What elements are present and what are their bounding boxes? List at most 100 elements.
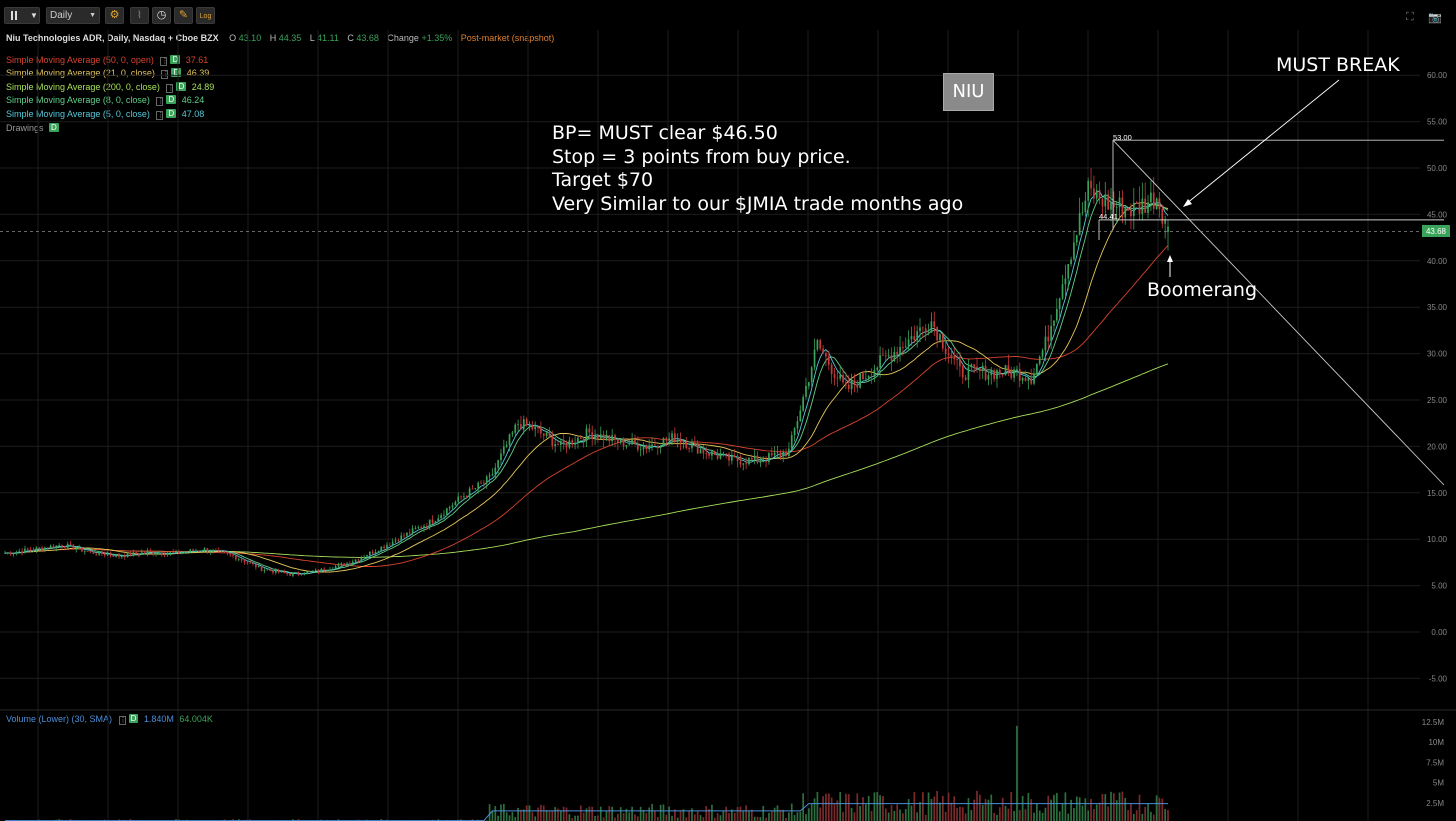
candle-body bbox=[229, 553, 232, 555]
volume-bar bbox=[1030, 799, 1033, 821]
volume-bar bbox=[1104, 794, 1107, 821]
candle-body bbox=[351, 561, 354, 564]
drawings-badge[interactable]: D bbox=[49, 122, 59, 132]
visibility-badge[interactable]: D bbox=[128, 714, 139, 723]
volume-bar bbox=[913, 792, 916, 821]
log-scale-button[interactable]: Log bbox=[196, 7, 215, 24]
candle-body bbox=[956, 359, 958, 360]
volume-bar bbox=[856, 793, 859, 821]
volume-bar bbox=[830, 797, 833, 821]
volume-legend[interactable]: Volume (Lower) (30, SMA) ⋮ D 1.840M 64.00… bbox=[6, 714, 213, 725]
volume-bar bbox=[622, 813, 625, 821]
volume-bar bbox=[813, 798, 816, 821]
menu-icon[interactable]: ⋮ bbox=[161, 70, 170, 80]
candle-body bbox=[423, 525, 425, 529]
volume-bar bbox=[1150, 811, 1152, 821]
change-label: Change bbox=[387, 33, 419, 43]
volume-bar bbox=[1084, 798, 1087, 821]
ticker-box: NIU bbox=[943, 73, 994, 111]
candle-body bbox=[369, 551, 371, 556]
volume-bar bbox=[625, 808, 628, 821]
volume-bar bbox=[890, 805, 893, 821]
candle-body bbox=[140, 552, 143, 555]
settings-button[interactable]: ⚙ bbox=[105, 7, 124, 24]
volume-bar bbox=[882, 796, 884, 821]
visibility-badge[interactable]: D bbox=[171, 68, 182, 78]
candle-body bbox=[845, 382, 847, 385]
candle-body bbox=[55, 545, 58, 548]
candle-body bbox=[235, 555, 237, 560]
indicator-row[interactable]: Simple Moving Average (5, 0, close) ⋮ D 4… bbox=[6, 108, 554, 122]
volume-bar bbox=[973, 799, 976, 821]
candle-body bbox=[1047, 336, 1050, 342]
indicator-row[interactable]: Simple Moving Average (21, 0, close) ⋮ D … bbox=[6, 67, 554, 81]
candle-body bbox=[135, 552, 137, 554]
menu-icon[interactable]: ⋮ bbox=[118, 716, 127, 725]
visibility-badge[interactable]: D bbox=[170, 54, 181, 64]
candle-body bbox=[286, 573, 289, 575]
candle-body bbox=[269, 569, 271, 571]
chart-type-button[interactable]: ▼ bbox=[4, 7, 40, 24]
visibility-badge[interactable]: D bbox=[176, 81, 187, 91]
candle-body bbox=[44, 547, 46, 551]
visibility-badge[interactable]: D bbox=[166, 95, 177, 105]
candle-body bbox=[1087, 180, 1090, 201]
candle-body bbox=[1033, 374, 1035, 384]
visibility-badge[interactable]: D bbox=[166, 108, 177, 118]
candle-body bbox=[913, 336, 916, 341]
volume-bar bbox=[1036, 803, 1038, 821]
volume-bar bbox=[827, 793, 830, 821]
volume-bar bbox=[922, 792, 924, 821]
indicator-row[interactable]: Simple Moving Average (8, 0, close) ⋮ D 4… bbox=[6, 94, 554, 108]
candle-body bbox=[725, 453, 728, 455]
candle-body bbox=[656, 445, 659, 449]
candle-body bbox=[1135, 202, 1138, 204]
menu-icon[interactable]: ⋮ bbox=[156, 97, 165, 107]
drawing-tools-button[interactable]: ✎ bbox=[174, 7, 193, 24]
interval-select[interactable]: Daily ▼ bbox=[46, 7, 100, 24]
volume-bar bbox=[1115, 800, 1118, 821]
volume-bar bbox=[679, 810, 682, 821]
candle-body bbox=[138, 553, 140, 555]
menu-icon[interactable]: ⋮ bbox=[166, 83, 175, 93]
candle-body bbox=[1144, 198, 1147, 214]
volume-bar bbox=[1081, 805, 1084, 821]
drawings-row[interactable]: Drawings D bbox=[6, 122, 554, 136]
studies-button[interactable]: ⌇ bbox=[130, 7, 149, 24]
volume-tick-label: 2.5M bbox=[1426, 799, 1444, 808]
candle-body bbox=[78, 546, 80, 549]
candle-body bbox=[266, 569, 269, 571]
volume-value-2: 64.004K bbox=[179, 714, 213, 724]
camera-icon[interactable]: 📷 bbox=[1428, 12, 1442, 24]
volume-tick-label: 5M bbox=[1433, 779, 1444, 788]
price-tick-label: 15.00 bbox=[1427, 489, 1448, 498]
volume-bar bbox=[1073, 808, 1075, 821]
candle-body bbox=[371, 551, 374, 554]
volume-bar bbox=[548, 810, 551, 821]
menu-icon[interactable]: ⋮ bbox=[156, 110, 165, 120]
candle-body bbox=[505, 444, 508, 447]
menu-icon[interactable]: ⋮ bbox=[160, 56, 169, 66]
candle-body bbox=[537, 426, 539, 429]
indicator-row[interactable]: Simple Moving Average (50, 0, open) ⋮ D 3… bbox=[6, 54, 554, 68]
volume-bar bbox=[491, 810, 494, 821]
volume-bar bbox=[599, 806, 602, 821]
volume-bar bbox=[1107, 806, 1109, 821]
candle-body bbox=[6, 552, 9, 554]
volume-bar bbox=[862, 797, 864, 821]
candle-body bbox=[947, 353, 950, 356]
candle-body bbox=[317, 569, 320, 572]
candle-body bbox=[189, 549, 192, 552]
volume-bar bbox=[750, 809, 753, 821]
candle-body bbox=[337, 564, 340, 567]
candle-body bbox=[388, 544, 391, 546]
last-price-tag: 43.68 bbox=[1426, 227, 1447, 236]
time-button[interactable]: ◷ bbox=[152, 7, 171, 24]
volume-bar bbox=[494, 806, 497, 821]
candle-body bbox=[728, 453, 730, 461]
indicator-row[interactable]: Simple Moving Average (200, 0, close) ⋮ D… bbox=[6, 81, 554, 95]
fullscreen-icon[interactable]: ⛶ bbox=[1406, 11, 1414, 23]
symbol-title: Niu Technologies ADR, Daily, Nasdaq + Cb… bbox=[6, 33, 219, 43]
price-tick-label: 55.00 bbox=[1427, 118, 1448, 127]
